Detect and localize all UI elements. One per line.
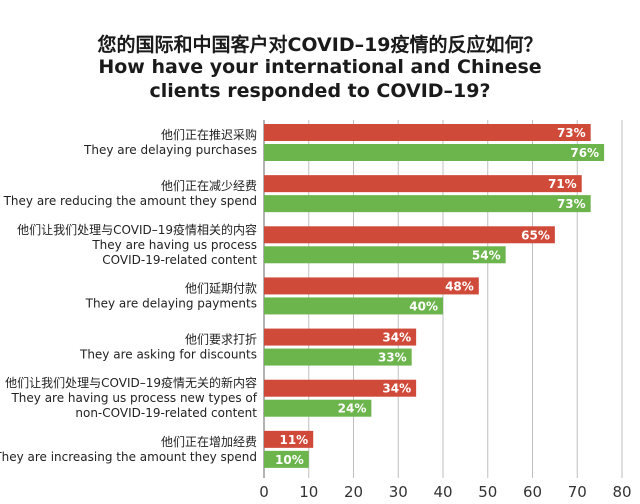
- data-label: 73%: [557, 126, 586, 140]
- category-label: COVID-19-related content: [102, 253, 257, 267]
- category-label: 他们正在推迟采购: [161, 127, 257, 142]
- bar: [264, 144, 605, 161]
- category-label: They are having us process: [91, 238, 257, 252]
- bar: [264, 246, 506, 264]
- bar: [264, 195, 591, 213]
- bar: [264, 399, 372, 417]
- category-label: 他们延期付款: [185, 280, 257, 295]
- data-label: 73%: [557, 197, 586, 211]
- chart-title-en-line1: How have your international and Chinese: [98, 56, 542, 78]
- bar: [264, 226, 555, 244]
- category-label: 他们正在增加经费: [161, 434, 257, 449]
- category-label: They are delaying payments: [85, 296, 257, 310]
- category-label: They are increasing the amount they spen…: [0, 450, 257, 464]
- bar: [264, 348, 412, 366]
- category-label: They are delaying purchases: [83, 143, 257, 157]
- data-label: 34%: [382, 331, 411, 345]
- category-label: non-COVID-19-related content: [75, 406, 257, 420]
- chart-title-en-line2: clients responded to COVID–19?: [149, 80, 491, 102]
- x-tick-label: 60: [523, 483, 542, 501]
- x-tick-label: 20: [344, 483, 363, 501]
- category-label: 他们要求打折: [185, 332, 257, 347]
- data-label: 24%: [338, 402, 367, 416]
- category-label: They are reducing the amount they spend: [3, 194, 257, 208]
- bar: [264, 124, 591, 141]
- bar: [264, 450, 309, 468]
- chart-title-zh: 您的国际和中国客户对COVID–19疫情的反应如何？: [97, 34, 543, 56]
- data-label: 48%: [445, 279, 474, 293]
- bar: [264, 297, 443, 315]
- bar: [264, 379, 417, 397]
- bar: [264, 430, 314, 448]
- data-label: 40%: [409, 299, 438, 313]
- data-label: 33%: [378, 351, 407, 365]
- x-tick-label: 40: [433, 483, 452, 501]
- bar: [264, 277, 479, 295]
- data-label: 65%: [521, 228, 550, 242]
- data-label: 71%: [548, 177, 577, 191]
- category-label: They are asking for discounts: [79, 348, 257, 362]
- category-label: 他们让我们处理与COVID–19疫情无关的新内容: [5, 375, 257, 390]
- category-label: 他们正在减少经费: [161, 178, 257, 193]
- x-tick-label: 0: [259, 483, 269, 501]
- data-label: 76%: [570, 146, 599, 160]
- data-label: 11%: [279, 433, 308, 447]
- x-tick-label: 80: [612, 483, 631, 501]
- x-tick-label: 70: [568, 483, 587, 501]
- category-label: They are having us process new types of: [10, 391, 257, 405]
- category-label: 他们让我们处理与COVID–19疫情相关的内容: [17, 222, 257, 237]
- data-label: 54%: [472, 248, 501, 262]
- x-tick-label: 50: [478, 483, 497, 501]
- data-label: 34%: [382, 382, 411, 396]
- x-tick-label: 10: [299, 483, 318, 501]
- bar: [264, 328, 417, 346]
- x-tick-label: 30: [389, 483, 408, 501]
- data-label: 10%: [275, 453, 304, 467]
- bar: [264, 175, 582, 193]
